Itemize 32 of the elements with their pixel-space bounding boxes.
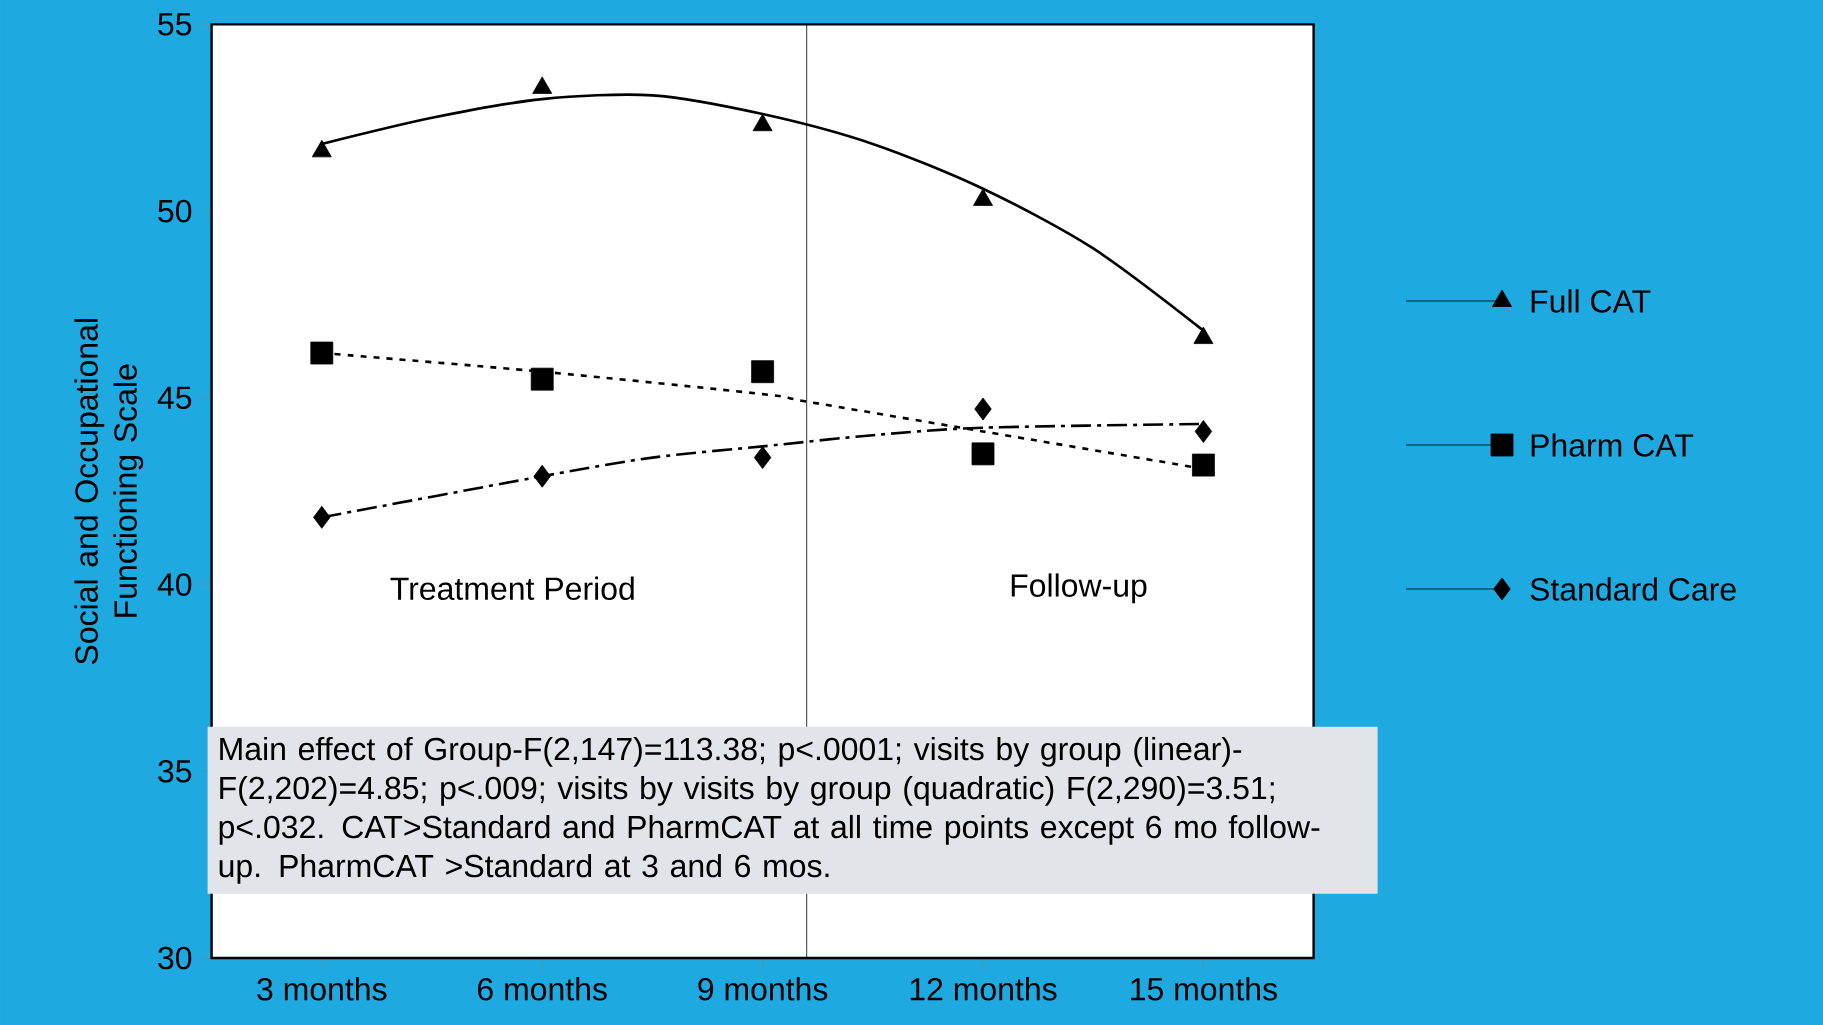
- point: [752, 113, 773, 132]
- legend-label: Pharm CAT: [1531, 433, 1694, 457]
- point: [753, 446, 772, 469]
- legend-label: Standard Care: [1530, 577, 1736, 601]
- point: [971, 442, 995, 466]
- annotation: Follow-up: [1011, 573, 1147, 604]
- y-tick-label: 40: [157, 573, 192, 596]
- annotation: Treatment Period: [390, 576, 634, 601]
- legend-label: Full CAT: [1531, 289, 1651, 313]
- point: [1192, 453, 1215, 477]
- y-tick-label: 50: [158, 199, 192, 223]
- x-tick-label: 6 months: [478, 977, 607, 1001]
- x-tick-label: 3 months: [257, 977, 387, 1001]
- annotation: Main effect of Group-F(2,147)=113.38; p<.0001; visits by group (linear)-F(2,202)=4.85; p<.009; visits by visits by group (quadratic) F(2,290)=3.51; p<.032. CAT>Standard and PharmCAT at all time points except 6 mo follow-up. PharmCAT >Standard at 3 and 6 mos.: [219, 736, 1320, 884]
- point: [533, 464, 551, 488]
- point: [313, 505, 331, 529]
- point: [1194, 420, 1213, 443]
- x-tick-label: 9 months: [698, 977, 828, 1001]
- y-tick-label: 30: [158, 946, 192, 970]
- point: [532, 76, 553, 94]
- y-tick-label: 55: [158, 13, 192, 36]
- y-tick-label: 35: [158, 759, 192, 783]
- y-axis-title: Social and Occupational Functioning Scale: [74, 319, 144, 665]
- point: [751, 360, 775, 384]
- x-tick-label: 15 months: [1131, 977, 1277, 1001]
- x-tick-label: 12 months: [910, 977, 1057, 1001]
- y-tick-label: 45: [157, 386, 192, 410]
- point: [974, 397, 992, 421]
- point: [530, 367, 554, 391]
- point: [310, 341, 334, 365]
- point: [973, 188, 993, 206]
- point: [311, 139, 332, 158]
